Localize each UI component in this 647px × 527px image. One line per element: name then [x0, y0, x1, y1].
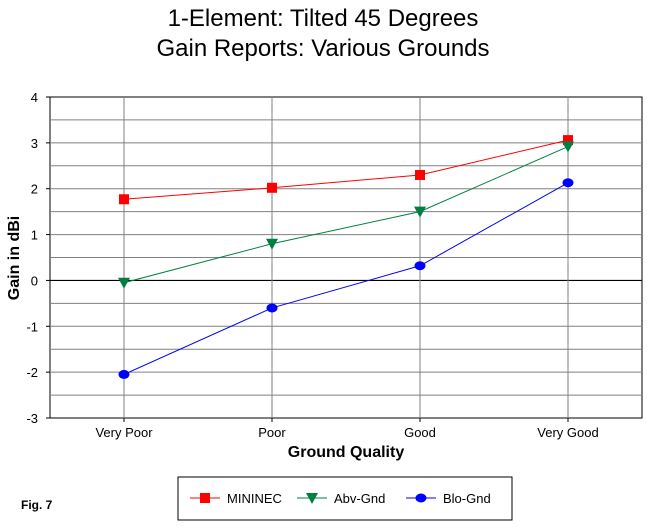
data-point-mininec: [415, 169, 425, 180]
legend-marker-abv-gnd: [306, 493, 318, 504]
data-point-blo-gnd: [266, 303, 278, 313]
chart-title-line-1: 1-Element: Tilted 45 Degrees: [168, 5, 479, 32]
data-point-abv-gnd: [414, 206, 426, 218]
y-tick-label: 3: [31, 136, 38, 151]
y-tick-label: 2: [31, 182, 38, 197]
data-point-abv-gnd: [266, 238, 278, 250]
legend-label-abv-gnd: Abv-Gnd: [334, 491, 385, 506]
data-point-abv-gnd: [562, 141, 574, 153]
x-tick-label: Good: [404, 425, 436, 440]
data-point-mininec: [119, 194, 129, 205]
data-point-blo-gnd: [118, 369, 130, 379]
data-point-mininec: [267, 182, 277, 193]
x-tick-label: Poor: [258, 425, 286, 440]
data-point-blo-gnd: [414, 261, 426, 271]
y-tick-label: 0: [31, 273, 38, 288]
series-line-abv-gnd: [123, 146, 569, 284]
legend-marker-blo-gnd: [415, 493, 427, 503]
legend-label-blo-gnd: Blo-Gnd: [443, 491, 491, 506]
series-group: [118, 135, 574, 379]
x-tick-label: Very Poor: [95, 425, 153, 440]
x-axis-ticks: Very Poor Poor Good Very Good: [95, 418, 599, 440]
y-axis-ticks: 4 3 2 1 0 -1 -2 -3: [26, 90, 50, 426]
figure-label: Fig. 7: [21, 498, 53, 512]
data-point-mininec: [563, 135, 573, 146]
legend-marker-mininec: [200, 493, 210, 503]
y-tick-label: 1: [31, 228, 38, 243]
legend-box: [177, 476, 513, 521]
legend: MININEC Abv-Gnd Blo-Gnd: [190, 491, 491, 506]
x-axis-title: Ground Quality: [288, 444, 405, 461]
grid: [50, 97, 642, 418]
y-axis-title: Gain in dBi: [6, 216, 23, 300]
chart-title-line-2: Gain Reports: Various Grounds: [156, 35, 489, 62]
series-line-blo-gnd: [123, 182, 569, 375]
y-tick-label: -3: [26, 411, 38, 426]
legend-label-mininec: MININEC: [227, 491, 282, 506]
y-tick-label: -1: [26, 319, 38, 334]
y-tick-label: -2: [26, 365, 38, 380]
x-tick-label: Very Good: [537, 425, 598, 440]
data-point-abv-gnd: [118, 277, 130, 289]
data-point-blo-gnd: [562, 178, 574, 188]
y-tick-label: 4: [31, 90, 38, 105]
series-line-mininec: [123, 139, 569, 200]
